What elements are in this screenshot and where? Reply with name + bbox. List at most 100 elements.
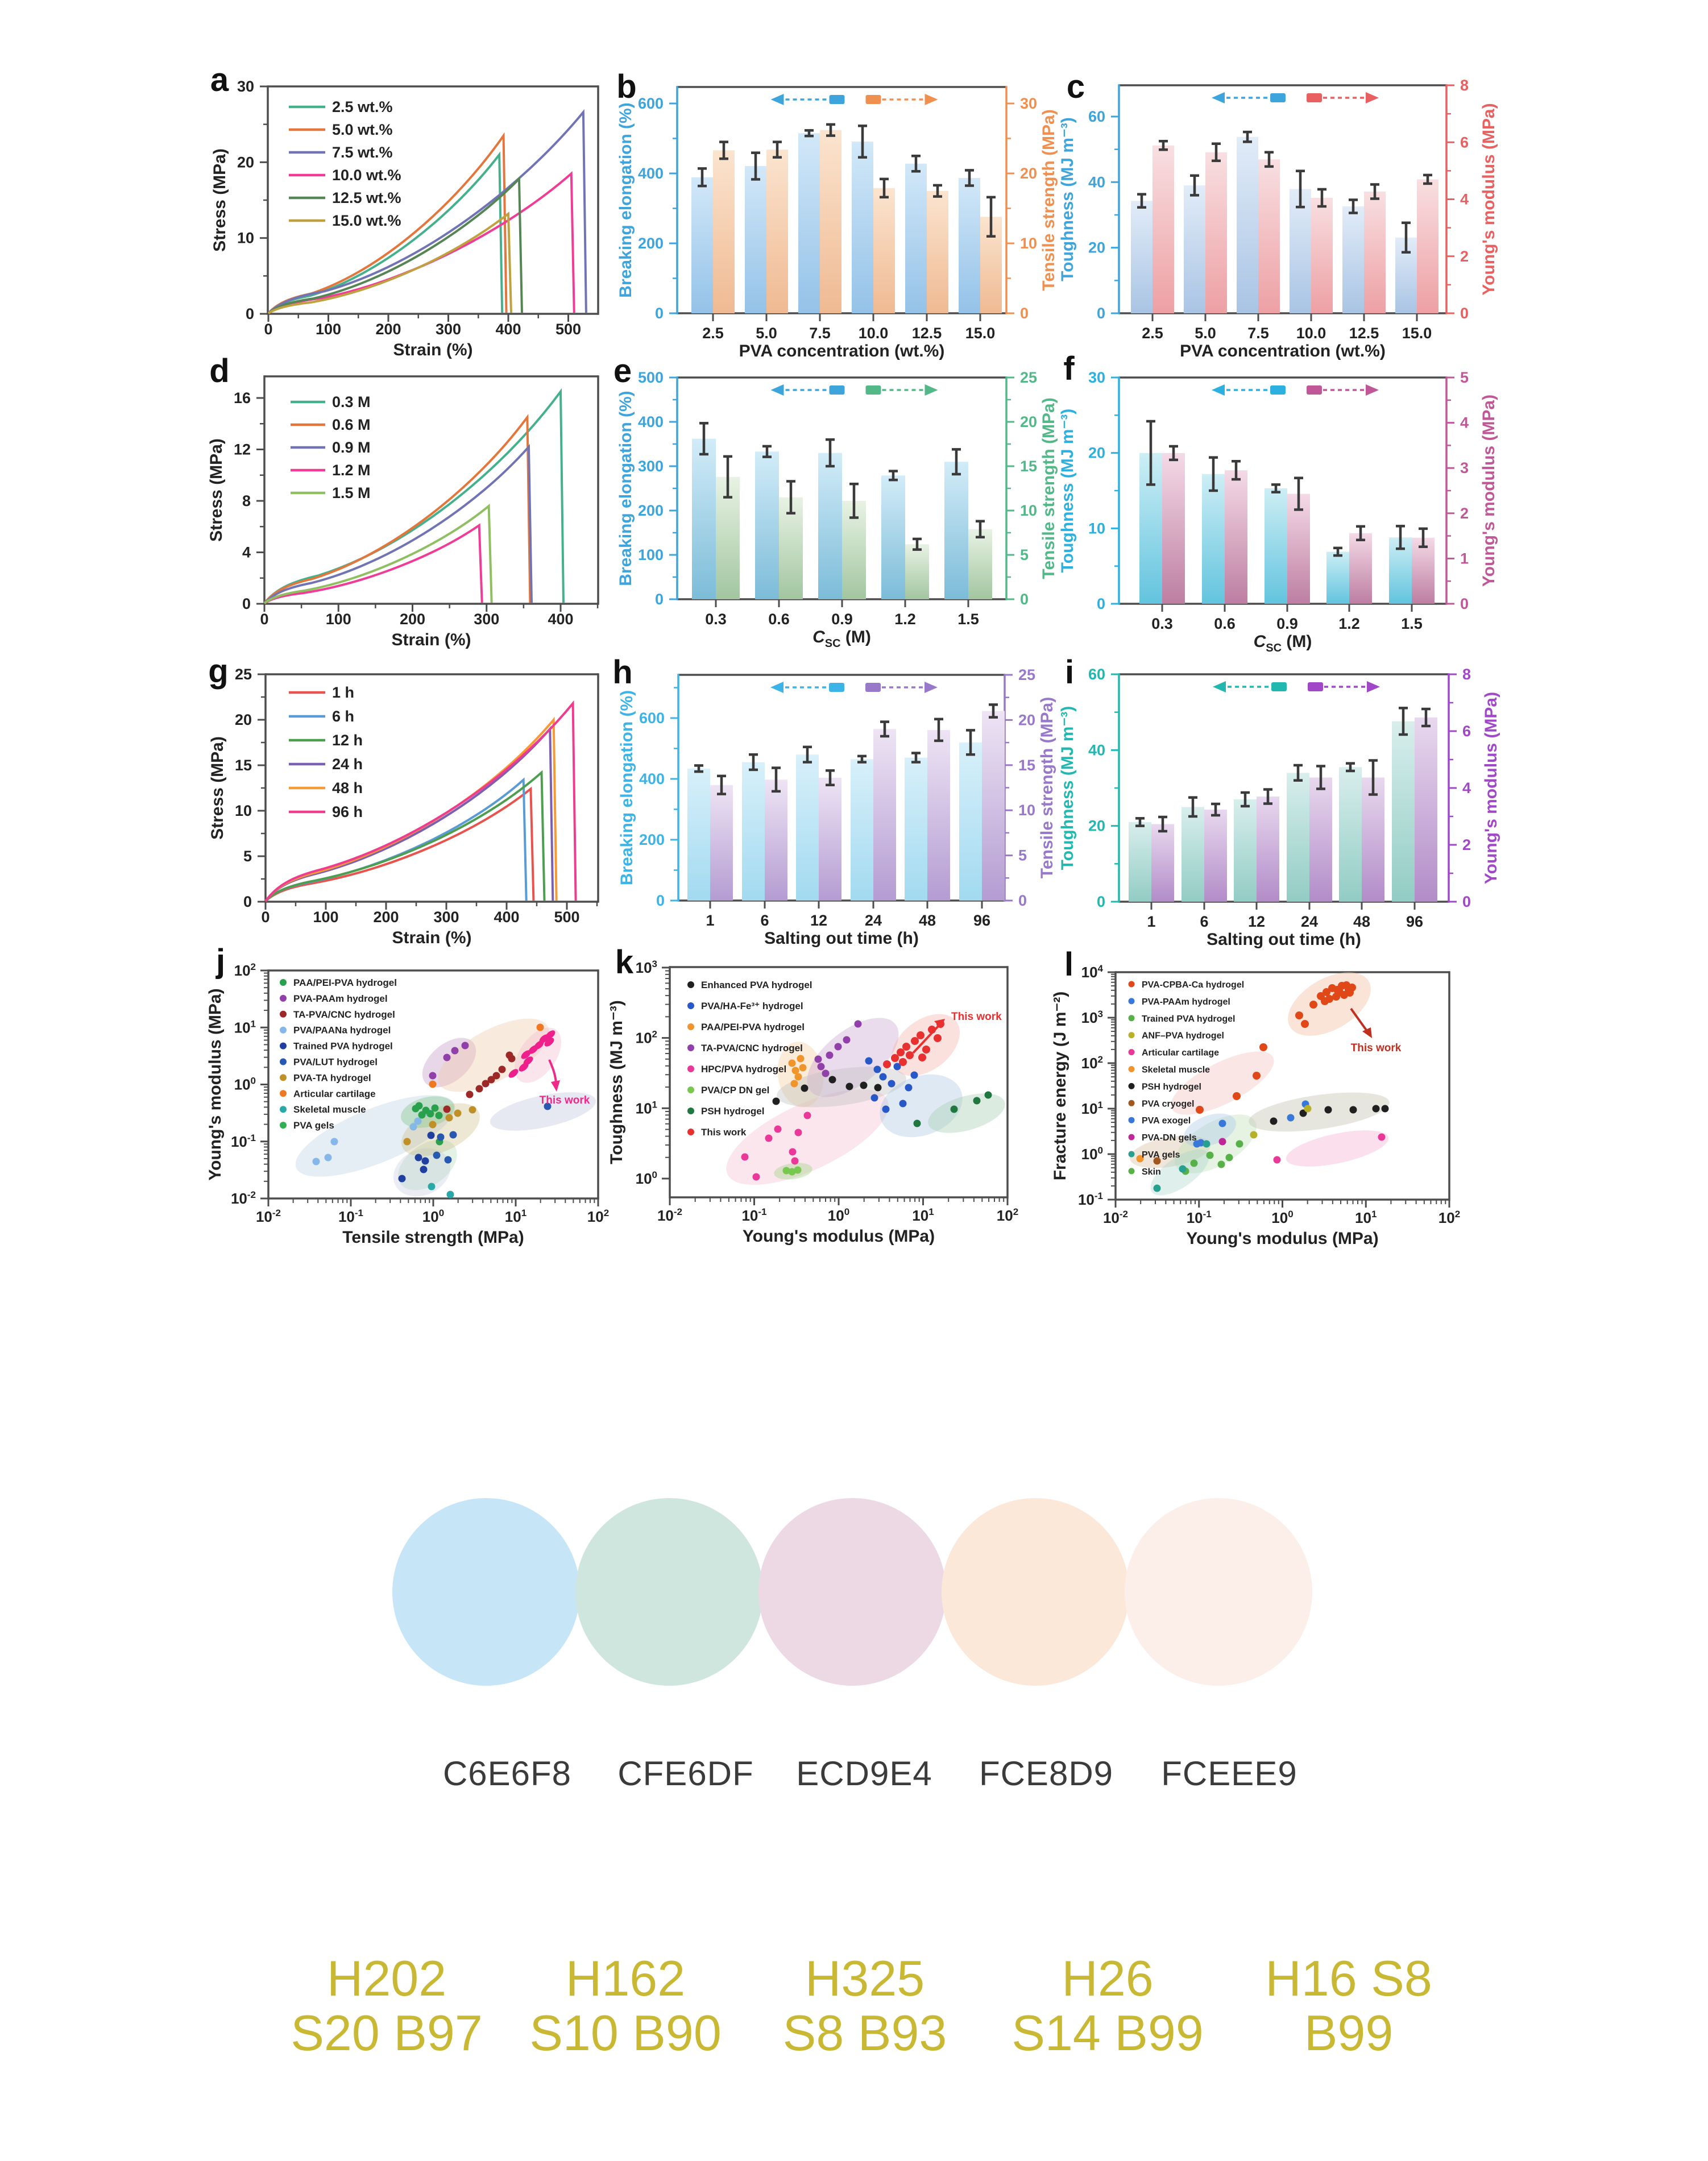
svg-text:6: 6 xyxy=(1462,723,1471,740)
svg-text:PAA/PEI-PVA hydrogel: PAA/PEI-PVA hydrogel xyxy=(701,1022,805,1032)
svg-text:PSH hydrogel: PSH hydrogel xyxy=(1142,1082,1201,1092)
svg-text:5.0 wt.%: 5.0 wt.% xyxy=(332,121,393,138)
svg-text:0: 0 xyxy=(655,305,664,322)
svg-text:Young's modulus (MPa): Young's modulus (MPa) xyxy=(743,1227,935,1246)
svg-text:0.3: 0.3 xyxy=(1151,615,1173,632)
svg-text:c: c xyxy=(1067,68,1085,105)
svg-text:25: 25 xyxy=(1020,369,1037,386)
svg-text:6: 6 xyxy=(760,912,769,929)
svg-text:20: 20 xyxy=(1018,711,1035,728)
svg-text:6: 6 xyxy=(1460,134,1469,151)
svg-text:This work: This work xyxy=(1351,1042,1402,1054)
svg-text:2: 2 xyxy=(1460,248,1469,265)
svg-text:400: 400 xyxy=(548,611,573,628)
svg-text:h: h xyxy=(612,654,632,691)
svg-text:Toughness (MJ m⁻³): Toughness (MJ m⁻³) xyxy=(1058,706,1077,870)
svg-text:0: 0 xyxy=(246,305,254,322)
svg-text:10: 10 xyxy=(1020,235,1037,252)
svg-text:10: 10 xyxy=(1088,520,1105,537)
svg-text:Toughness (MJ m⁻³): Toughness (MJ m⁻³) xyxy=(1058,117,1077,281)
svg-text:0: 0 xyxy=(1097,305,1105,322)
svg-text:Young's modulus (MPa): Young's modulus (MPa) xyxy=(1479,395,1498,587)
svg-text:FCEEE9: FCEEE9 xyxy=(1161,1754,1297,1793)
svg-text:30: 30 xyxy=(1088,369,1105,386)
svg-text:2.5 wt.%: 2.5 wt.% xyxy=(332,98,393,115)
svg-text:30: 30 xyxy=(1020,95,1037,112)
svg-text:i: i xyxy=(1065,654,1074,691)
svg-text:0.9 M: 0.9 M xyxy=(332,439,371,456)
svg-text:PVA/HA-Fe³⁺ hydrogel: PVA/HA-Fe³⁺ hydrogel xyxy=(701,1001,803,1011)
svg-text:48 h: 48 h xyxy=(332,779,363,797)
svg-text:0: 0 xyxy=(1460,595,1469,612)
svg-text:a: a xyxy=(210,61,229,98)
svg-text:500: 500 xyxy=(555,321,581,338)
svg-text:12: 12 xyxy=(234,441,251,458)
svg-text:TA-PVA/CNC hydrogel: TA-PVA/CNC hydrogel xyxy=(701,1043,803,1053)
svg-text:10.0: 10.0 xyxy=(859,325,889,342)
svg-text:H162: H162 xyxy=(566,1950,685,2006)
svg-text:Skeletal muscle: Skeletal muscle xyxy=(1142,1065,1210,1075)
svg-text:Salting out time (h): Salting out time (h) xyxy=(764,929,919,948)
svg-text:25: 25 xyxy=(235,666,252,683)
svg-text:2.5: 2.5 xyxy=(702,325,724,342)
svg-text:PVA/PAANa hydrogel: PVA/PAANa hydrogel xyxy=(293,1025,391,1036)
svg-text:Young's modulus (MPa): Young's modulus (MPa) xyxy=(1479,103,1498,295)
svg-text:10: 10 xyxy=(235,802,252,819)
svg-text:0: 0 xyxy=(260,611,268,628)
svg-text:PVA-CPBA-Ca hydrogel: PVA-CPBA-Ca hydrogel xyxy=(1142,980,1244,990)
svg-text:40: 40 xyxy=(1088,173,1105,190)
svg-text:4: 4 xyxy=(242,544,251,561)
svg-text:1.2: 1.2 xyxy=(894,611,916,628)
svg-text:20: 20 xyxy=(1088,818,1105,835)
svg-text:400: 400 xyxy=(639,770,665,787)
svg-text:PVA gels: PVA gels xyxy=(1142,1150,1180,1160)
svg-text:S20 B97: S20 B97 xyxy=(291,2005,483,2061)
svg-text:15.0 wt.%: 15.0 wt.% xyxy=(332,212,401,229)
svg-text:0.6: 0.6 xyxy=(768,611,790,628)
svg-text:Strain (%): Strain (%) xyxy=(391,631,471,649)
svg-text:15: 15 xyxy=(1018,757,1035,774)
svg-text:0: 0 xyxy=(1097,595,1105,612)
svg-text:100: 100 xyxy=(422,1208,444,1225)
svg-text:12: 12 xyxy=(810,912,827,929)
svg-text:1.5: 1.5 xyxy=(957,611,979,628)
svg-text:e: e xyxy=(613,352,632,389)
svg-text:48: 48 xyxy=(1353,913,1370,930)
svg-text:Stress (MPa): Stress (MPa) xyxy=(208,736,227,840)
svg-text:4: 4 xyxy=(1462,779,1471,797)
svg-text:PVA-TA hydrogel: PVA-TA hydrogel xyxy=(293,1072,371,1083)
svg-text:Strain (%): Strain (%) xyxy=(393,341,472,359)
svg-text:0.9: 0.9 xyxy=(831,611,853,628)
svg-text:12.5: 12.5 xyxy=(912,325,942,342)
svg-text:0: 0 xyxy=(1097,893,1105,910)
svg-text:1.2: 1.2 xyxy=(1338,615,1360,632)
svg-text:PVA concentration (wt.%): PVA concentration (wt.%) xyxy=(739,342,945,360)
svg-text:10: 10 xyxy=(1018,802,1035,819)
svg-text:Salting out time (h): Salting out time (h) xyxy=(1207,930,1361,949)
svg-text:8: 8 xyxy=(242,492,251,509)
svg-text:7.5: 7.5 xyxy=(809,325,831,342)
svg-text:20: 20 xyxy=(1020,413,1037,430)
svg-text:j: j xyxy=(215,943,225,980)
svg-text:k: k xyxy=(615,944,634,981)
svg-text:96 h: 96 h xyxy=(332,803,363,820)
svg-text:ECD9E4: ECD9E4 xyxy=(796,1754,932,1793)
svg-text:200: 200 xyxy=(375,321,401,338)
svg-text:0: 0 xyxy=(1018,892,1027,909)
svg-text:15.0: 15.0 xyxy=(1402,325,1432,342)
svg-text:0: 0 xyxy=(1020,305,1029,322)
svg-text:10: 10 xyxy=(1020,502,1037,519)
svg-text:1.5 M: 1.5 M xyxy=(332,484,371,501)
svg-text:S8 B93: S8 B93 xyxy=(783,2005,947,2061)
svg-text:200: 200 xyxy=(638,502,664,519)
svg-text:Young's modulus (MPa): Young's modulus (MPa) xyxy=(1186,1229,1378,1248)
svg-text:0: 0 xyxy=(1020,591,1029,608)
svg-text:This work: This work xyxy=(951,1011,1002,1023)
svg-text:S14 B99: S14 B99 xyxy=(1011,2005,1204,2061)
svg-text:8: 8 xyxy=(1460,77,1469,94)
svg-text:200: 200 xyxy=(400,611,425,628)
svg-text:Tensile strength (MPa): Tensile strength (MPa) xyxy=(1038,697,1056,878)
svg-text:0.6: 0.6 xyxy=(1214,615,1236,632)
svg-text:Breaking elongation (%): Breaking elongation (%) xyxy=(616,391,635,586)
svg-text:7.5 wt.%: 7.5 wt.% xyxy=(332,144,393,161)
